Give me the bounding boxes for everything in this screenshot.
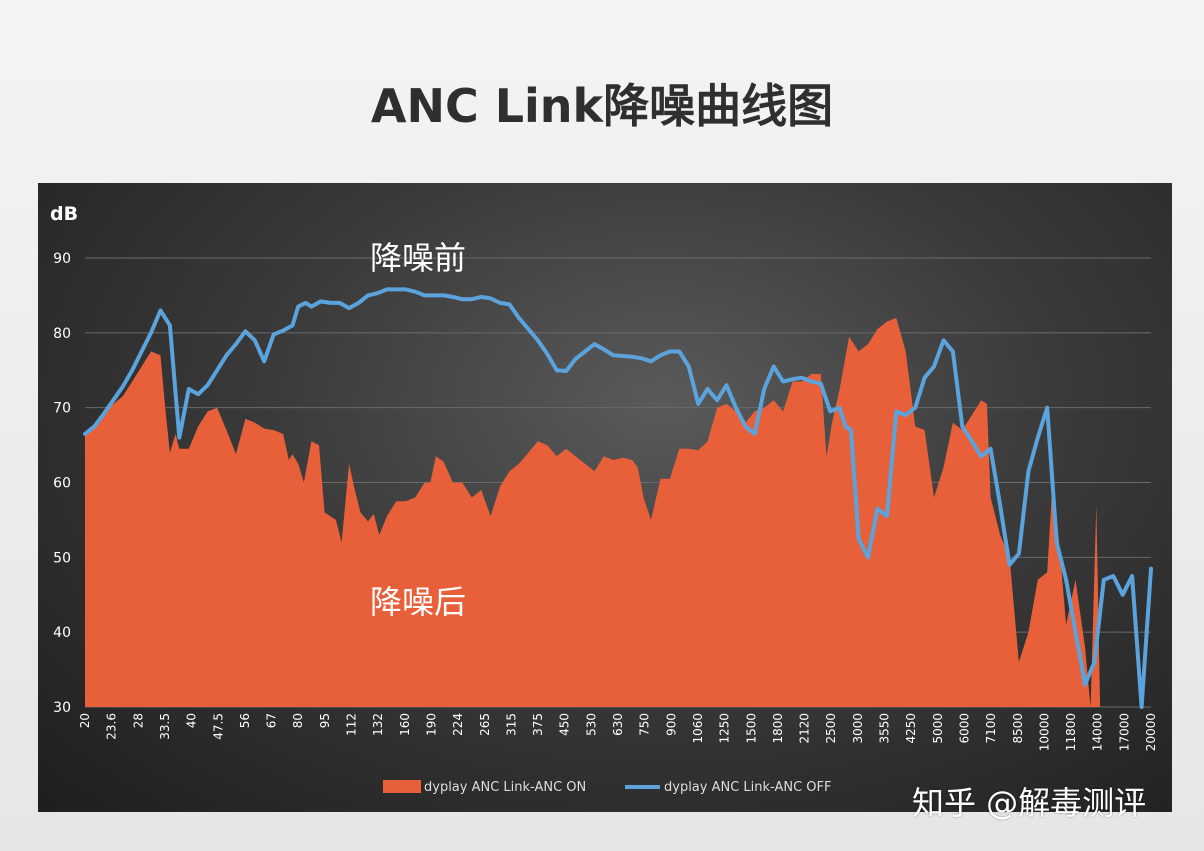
series-anc-off-line bbox=[83, 287, 1153, 709]
annotation-after-anc: 降噪后 bbox=[370, 583, 466, 621]
x-tick-label: 3550 bbox=[878, 713, 892, 744]
x-tick-label: 47.5 bbox=[211, 713, 225, 740]
x-tick-label: 530 bbox=[584, 713, 598, 736]
x-tick-label: 1060 bbox=[691, 713, 705, 744]
x-tick-labels: 20 23.6 28 33.5 40 47.5 56 67 80 95 112 132 160 190 22… bbox=[78, 713, 1158, 751]
legend-label-anc-off: dyplay ANC Link-ANC OFF bbox=[664, 780, 831, 795]
x-tick-label: 750 bbox=[638, 713, 652, 736]
x-tick-label: 14000 bbox=[1091, 713, 1105, 751]
y-tick-label: 80 bbox=[53, 326, 71, 342]
x-tick-label: 160 bbox=[398, 713, 412, 736]
x-tick-label: 112 bbox=[345, 713, 359, 736]
x-tick-label: 450 bbox=[558, 713, 572, 736]
legend-swatch-anc-on bbox=[383, 780, 421, 793]
x-tick-label: 132 bbox=[371, 713, 385, 736]
x-tick-label: 67 bbox=[265, 713, 279, 728]
x-tick-label: 28 bbox=[131, 713, 145, 728]
x-tick-label: 265 bbox=[478, 713, 492, 736]
x-tick-label: 2500 bbox=[824, 713, 838, 744]
x-tick-label: 1500 bbox=[744, 713, 758, 744]
watermark: 知乎 @解毒测评 bbox=[912, 784, 1147, 822]
legend-label-anc-on: dyplay ANC Link-ANC ON bbox=[424, 780, 586, 795]
x-tick-label: 375 bbox=[531, 713, 545, 736]
x-tick-label: 224 bbox=[451, 713, 465, 736]
x-tick-label: 3000 bbox=[851, 713, 865, 744]
x-tick-label: 2120 bbox=[798, 713, 812, 744]
x-tick-label: 56 bbox=[238, 713, 252, 728]
x-tick-label: 8500 bbox=[1011, 713, 1025, 744]
y-tick-label: 90 bbox=[53, 251, 71, 267]
x-tick-label: 20 bbox=[78, 713, 92, 728]
x-tick-label: 40 bbox=[185, 713, 199, 728]
x-tick-label: 23.6 bbox=[105, 713, 119, 740]
x-tick-label: 80 bbox=[291, 713, 305, 728]
x-tick-label: 10000 bbox=[1037, 713, 1051, 751]
x-tick-label: 4250 bbox=[904, 713, 918, 744]
y-tick-label: 60 bbox=[53, 476, 71, 492]
y-tick-label: 70 bbox=[53, 401, 71, 417]
x-tick-label: 315 bbox=[504, 713, 518, 736]
x-tick-label: 1250 bbox=[718, 713, 732, 744]
area-layer bbox=[85, 317, 1101, 707]
x-tick-label: 6000 bbox=[957, 713, 971, 744]
x-tick-label: 95 bbox=[318, 713, 332, 728]
x-tick-label: 20000 bbox=[1144, 713, 1158, 751]
y-tick-label: 50 bbox=[53, 550, 71, 566]
x-tick-label: 190 bbox=[424, 713, 438, 736]
y-tick-labels: 30 40 50 60 70 80 90 bbox=[53, 251, 71, 716]
x-tick-label: 630 bbox=[611, 713, 625, 736]
x-tick-label: 11800 bbox=[1064, 713, 1078, 751]
noise-cancellation-chart: 30 40 50 60 70 80 90 20 23.6 28 33.5 40 47.5 56 67 80 9… bbox=[50, 203, 1158, 795]
y-tick-label: 30 bbox=[53, 700, 71, 716]
legend: dyplay ANC Link-ANC ON dyplay ANC Link-A… bbox=[383, 780, 831, 795]
page-title: ANC Link降噪曲线图 bbox=[370, 79, 834, 133]
series-anc-on-area bbox=[85, 317, 1101, 707]
x-tick-label: 900 bbox=[664, 713, 678, 736]
x-tick-label: 7100 bbox=[984, 713, 998, 744]
y-tick-label: 40 bbox=[53, 625, 71, 641]
x-tick-label: 33.5 bbox=[158, 713, 172, 740]
chart-panel: 30 40 50 60 70 80 90 20 23.6 28 33.5 40 47.5 56 67 80 9… bbox=[38, 183, 1172, 812]
x-tick-label: 17000 bbox=[1117, 713, 1131, 751]
y-axis-unit-label: dB bbox=[50, 203, 78, 225]
line-layer bbox=[83, 287, 1153, 709]
x-tick-label: 1800 bbox=[771, 713, 785, 744]
annotation-before-anc: 降噪前 bbox=[370, 239, 466, 277]
x-tick-label: 5000 bbox=[931, 713, 945, 744]
